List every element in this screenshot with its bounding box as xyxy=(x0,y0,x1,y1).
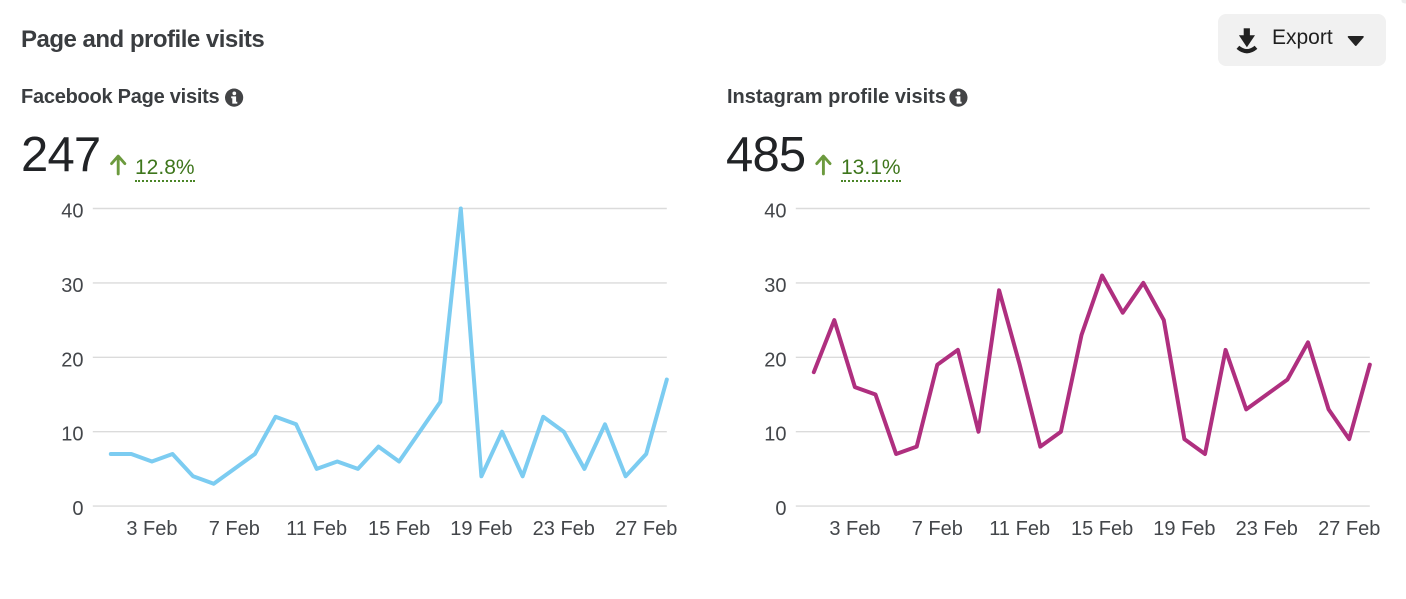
svg-text:15 Feb: 15 Feb xyxy=(368,518,430,540)
svg-text:20: 20 xyxy=(764,349,786,371)
svg-text:0: 0 xyxy=(72,498,83,520)
svg-text:10: 10 xyxy=(61,424,83,446)
svg-text:30: 30 xyxy=(764,275,786,297)
svg-text:27 Feb: 27 Feb xyxy=(615,518,677,540)
svg-text:20: 20 xyxy=(61,349,83,371)
svg-text:40: 40 xyxy=(61,201,83,223)
svg-text:3 Feb: 3 Feb xyxy=(126,518,177,540)
svg-text:3 Feb: 3 Feb xyxy=(829,518,880,540)
svg-text:23 Feb: 23 Feb xyxy=(1236,518,1298,540)
svg-text:19 Feb: 19 Feb xyxy=(1153,518,1215,540)
svg-text:40: 40 xyxy=(764,201,786,223)
svg-text:23 Feb: 23 Feb xyxy=(533,518,595,540)
svg-text:27 Feb: 27 Feb xyxy=(1318,518,1380,540)
svg-text:15 Feb: 15 Feb xyxy=(1071,518,1133,540)
svg-text:7 Feb: 7 Feb xyxy=(209,518,260,540)
svg-text:19 Feb: 19 Feb xyxy=(450,518,512,540)
svg-text:10: 10 xyxy=(764,424,786,446)
svg-text:11 Feb: 11 Feb xyxy=(989,518,1050,540)
svg-text:7 Feb: 7 Feb xyxy=(912,518,963,540)
svg-text:11 Feb: 11 Feb xyxy=(286,518,347,540)
svg-text:30: 30 xyxy=(61,275,83,297)
svg-text:0: 0 xyxy=(775,498,786,520)
